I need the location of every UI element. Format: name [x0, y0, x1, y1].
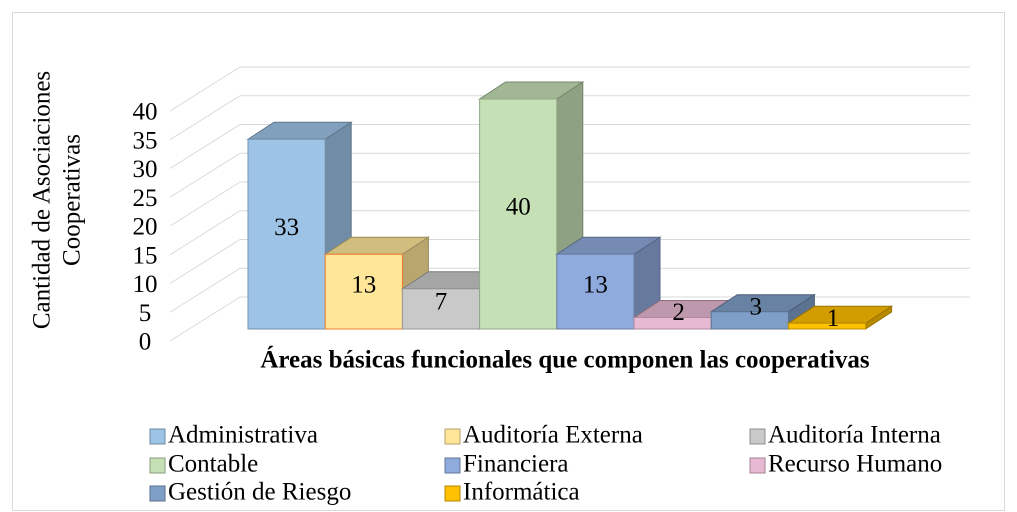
y-tick-label: 30 — [133, 156, 158, 183]
legend-label: Recurso Humano — [768, 451, 942, 478]
data-label: 13 — [583, 271, 608, 298]
legend-swatch — [149, 428, 166, 445]
grid-line — [169, 124, 241, 169]
legend-swatch — [149, 485, 166, 502]
grid-line — [169, 296, 241, 342]
legend-label: Contable — [168, 451, 258, 478]
y-tick-label: 35 — [133, 127, 158, 154]
legend-label: Financiera — [463, 451, 569, 478]
y-tick-label: 40 — [133, 99, 158, 126]
legend-label: Informática — [463, 479, 580, 506]
grid-line — [169, 152, 241, 198]
grid-line — [169, 239, 241, 284]
y-tick-label: 10 — [133, 271, 158, 298]
data-label: 7 — [435, 289, 448, 316]
bar — [247, 138, 326, 330]
legend-swatch — [749, 428, 766, 445]
x-axis-title: Áreas básicas funcionales que componen l… — [260, 346, 870, 374]
legend-swatch — [149, 457, 166, 474]
grid-line — [169, 181, 241, 227]
y-tick-label: 0 — [139, 329, 152, 356]
grid-line — [169, 95, 241, 141]
bar — [787, 322, 867, 330]
bar — [710, 311, 789, 330]
y-axis-title: Cooperativas — [59, 134, 86, 266]
bar — [479, 98, 558, 330]
grid-line — [169, 267, 241, 313]
legend-label: Auditoría Interna — [768, 422, 941, 449]
data-label: 2 — [672, 299, 685, 326]
data-label: 33 — [274, 214, 299, 241]
y-tick-label: 20 — [133, 214, 158, 241]
data-label: 13 — [351, 271, 376, 298]
legend-swatch — [444, 457, 461, 474]
y-tick-label: 5 — [139, 300, 152, 327]
y-tick-label: 25 — [133, 185, 158, 212]
bar — [556, 253, 635, 330]
legend-swatch — [444, 485, 461, 502]
data-label: 40 — [506, 194, 531, 221]
data-label: 1 — [827, 305, 840, 332]
grid-line — [169, 66, 241, 112]
legend-label: Gestión de Riesgo — [168, 479, 351, 506]
legend-swatch — [444, 428, 461, 445]
grid-line — [169, 210, 241, 256]
legend-label: Administrativa — [168, 422, 318, 449]
y-tick-label: 15 — [133, 242, 158, 269]
legend-swatch — [749, 457, 766, 474]
y-axis-title: Cantidad de Asociaciones — [29, 71, 56, 329]
legend-label: Auditoría Externa — [463, 422, 643, 449]
data-label: 3 — [750, 293, 763, 320]
